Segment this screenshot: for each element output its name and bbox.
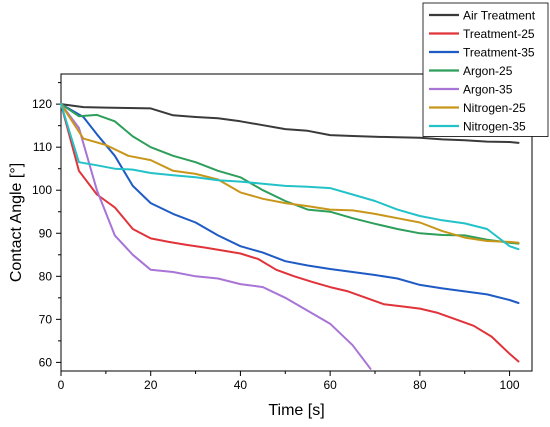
legend-label: Treatment-25	[463, 27, 535, 41]
x-tick-label: 100	[500, 378, 520, 392]
legend-label: Nitrogen-35	[463, 120, 526, 134]
legend-label: Argon-25	[463, 64, 513, 78]
legend-label: Air Treatment	[463, 9, 536, 23]
series-line-treatment-35	[60, 103, 520, 304]
x-tick-label: 80	[413, 378, 427, 392]
x-tick-label: 20	[144, 378, 158, 392]
legend: Air Treatment Treatment-25 Treatment-35 Arg…	[422, 2, 549, 137]
series-line-treatment-25	[60, 103, 520, 363]
x-tick-label: 40	[234, 378, 248, 392]
y-tick-label: 70	[39, 312, 53, 326]
legend-label: Treatment-35	[463, 46, 535, 60]
series-line-air-treatment	[60, 103, 520, 144]
legend-label: Nitrogen-25	[463, 101, 526, 115]
plot-frame	[60, 73, 533, 372]
y-tick-label: 60	[39, 355, 53, 369]
series-line-argon-25	[60, 103, 520, 245]
y-axis-title: Contact Angle [°]	[8, 163, 25, 282]
series-line-argon-35	[60, 103, 372, 370]
y-tick-label: 110	[33, 140, 52, 154]
plot-area-border	[60, 73, 533, 372]
y-tick-label: 80	[39, 269, 53, 283]
series-line-nitrogen-25	[60, 103, 520, 244]
y-tick-label: 120	[32, 97, 52, 111]
axis-ticks: 0 20 40 60 80 100 60 70 80 90 100 110 120	[32, 82, 520, 392]
x-axis-title: Time [s]	[268, 402, 324, 419]
y-tick-label: 90	[39, 226, 53, 240]
series-lines	[60, 103, 520, 370]
y-tick-label: 100	[32, 183, 52, 197]
series-line-nitrogen-35	[60, 103, 520, 251]
legend-label: Argon-35	[463, 83, 513, 97]
x-tick-label: 60	[323, 378, 337, 392]
x-tick-label: 0	[58, 378, 65, 392]
